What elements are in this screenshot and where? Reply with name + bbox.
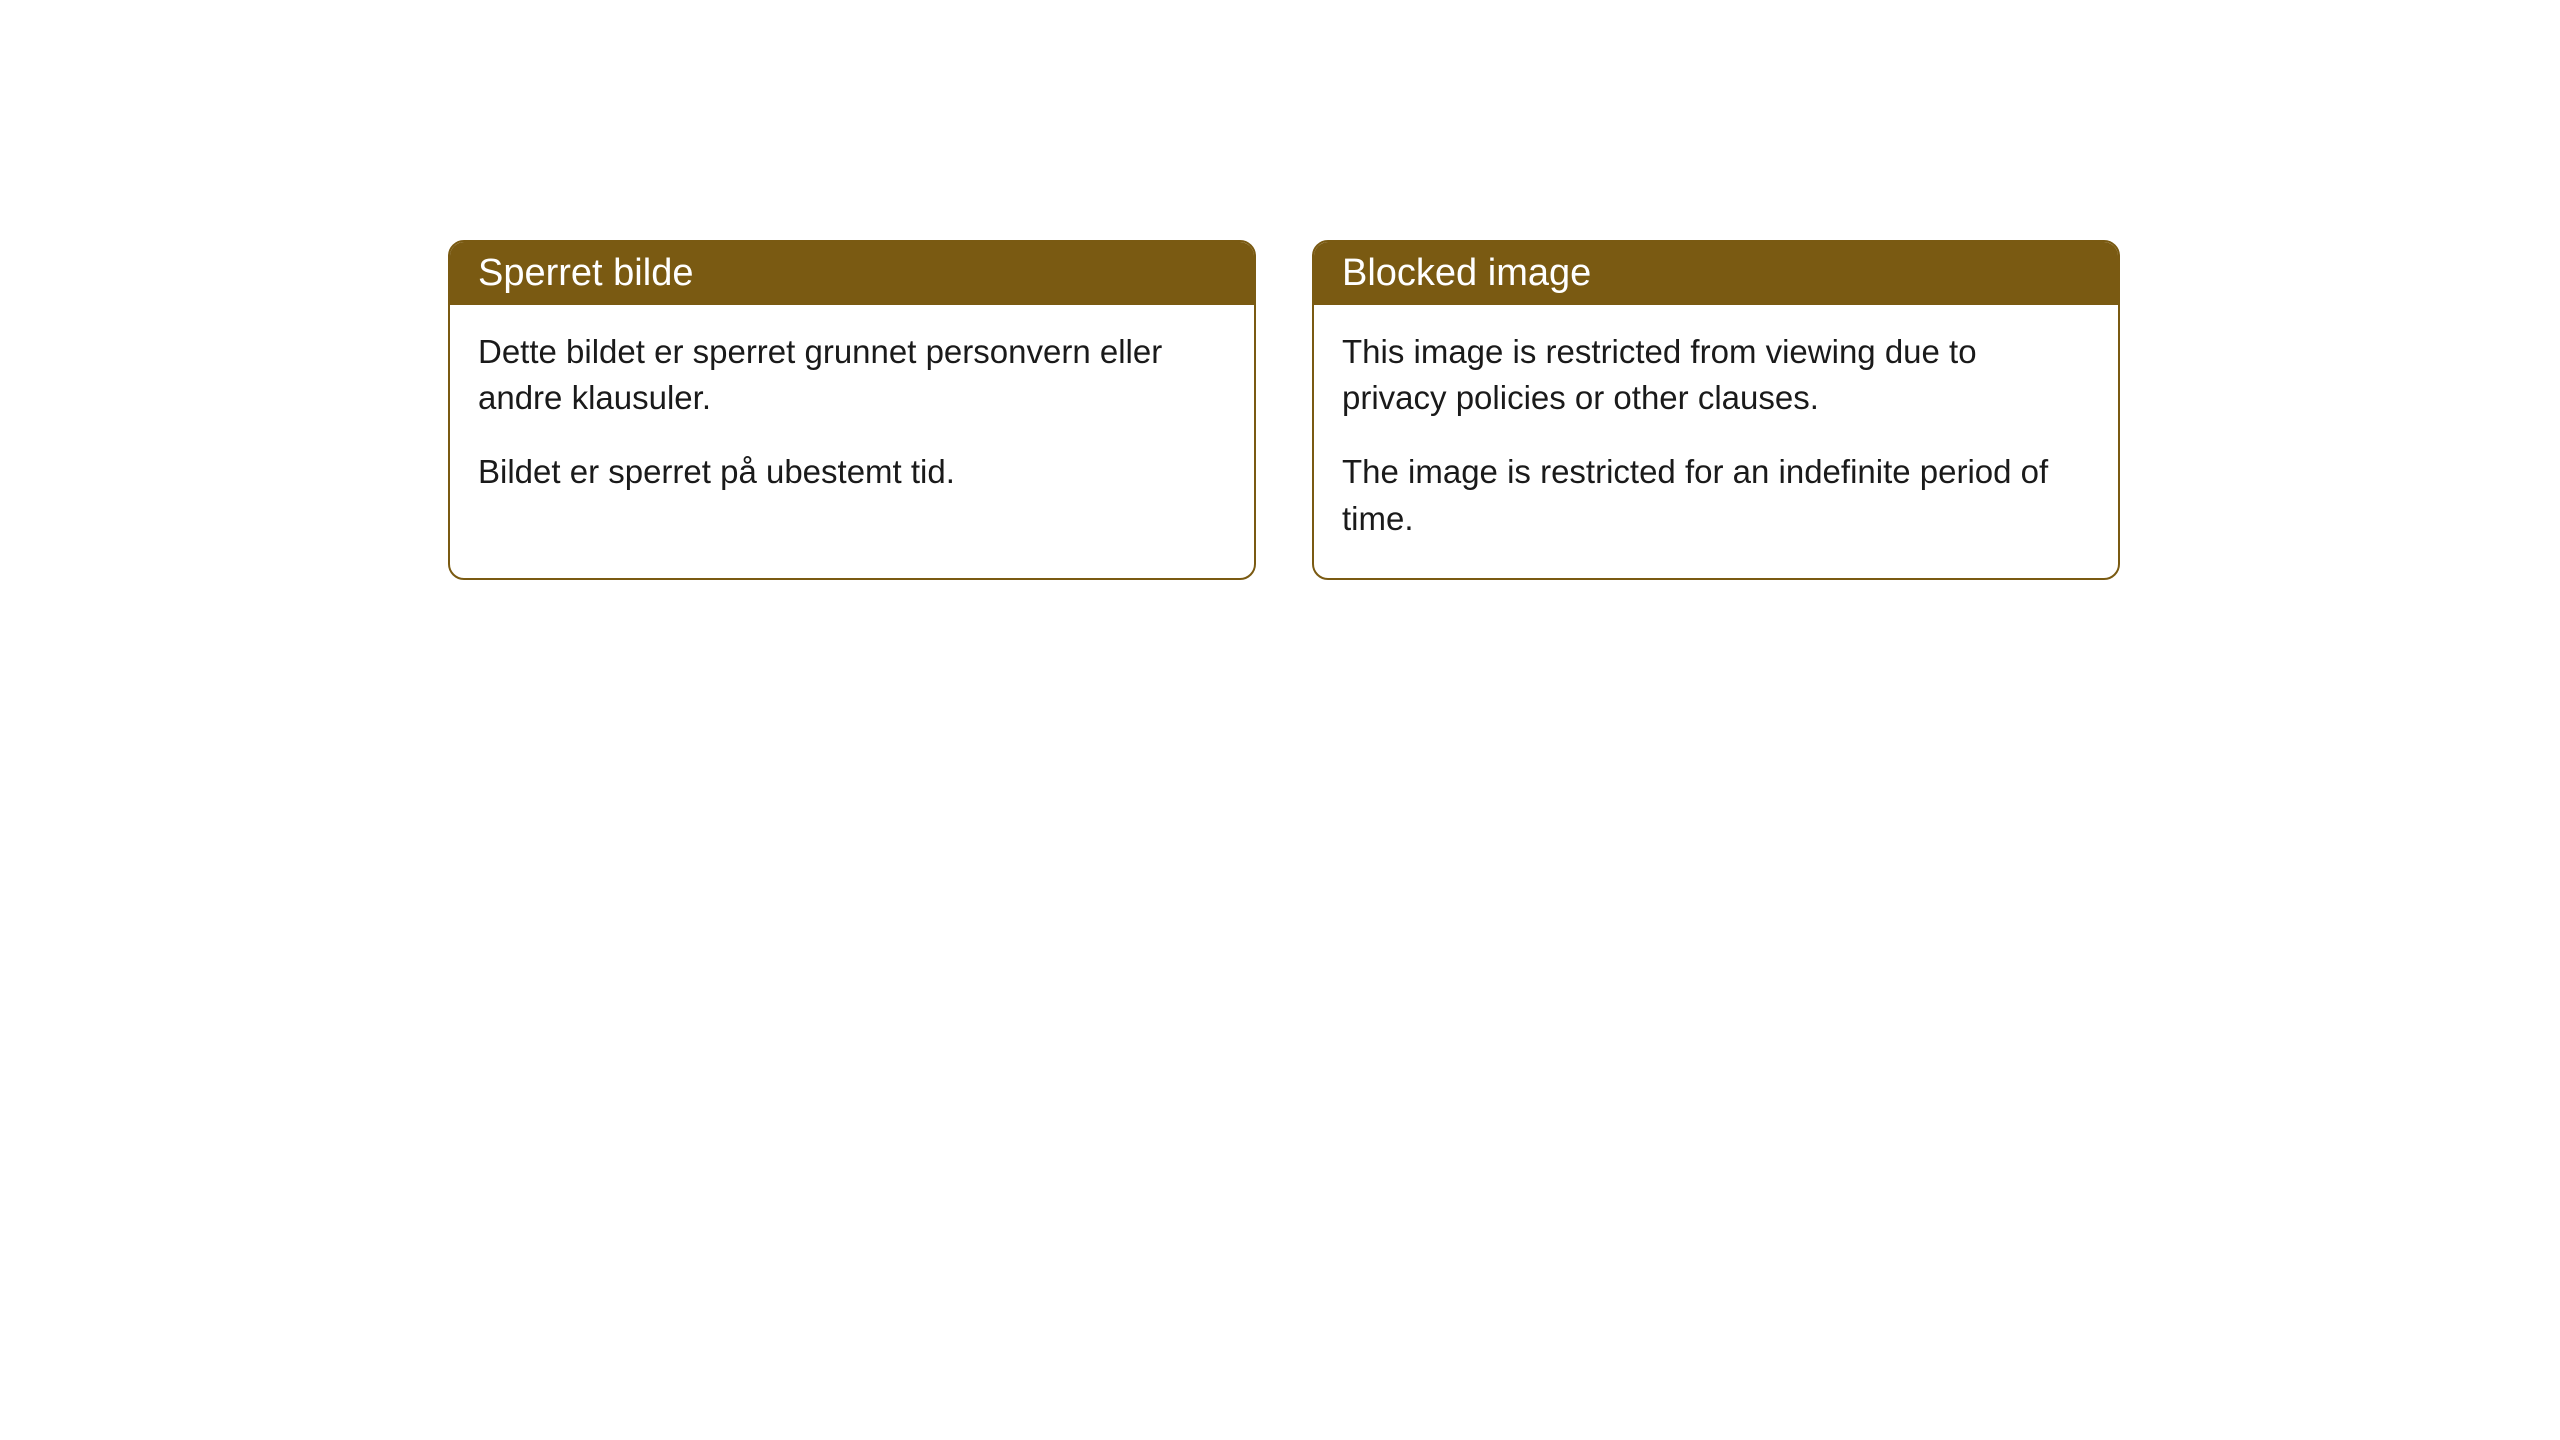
card-paragraph: The image is restricted for an indefinit… <box>1342 449 2090 541</box>
card-title: Sperret bilde <box>478 252 693 294</box>
card-body: Dette bildet er sperret grunnet personve… <box>450 305 1254 532</box>
card-title: Blocked image <box>1342 252 1591 294</box>
notice-card-norwegian: Sperret bilde Dette bildet er sperret gr… <box>448 240 1256 580</box>
card-paragraph: Bildet er sperret på ubestemt tid. <box>478 449 1226 495</box>
card-paragraph: This image is restricted from viewing du… <box>1342 329 2090 421</box>
card-paragraph: Dette bildet er sperret grunnet personve… <box>478 329 1226 421</box>
card-header: Blocked image <box>1314 242 2118 305</box>
card-header: Sperret bilde <box>450 242 1254 305</box>
notice-container: Sperret bilde Dette bildet er sperret gr… <box>448 240 2120 580</box>
notice-card-english: Blocked image This image is restricted f… <box>1312 240 2120 580</box>
card-body: This image is restricted from viewing du… <box>1314 305 2118 578</box>
